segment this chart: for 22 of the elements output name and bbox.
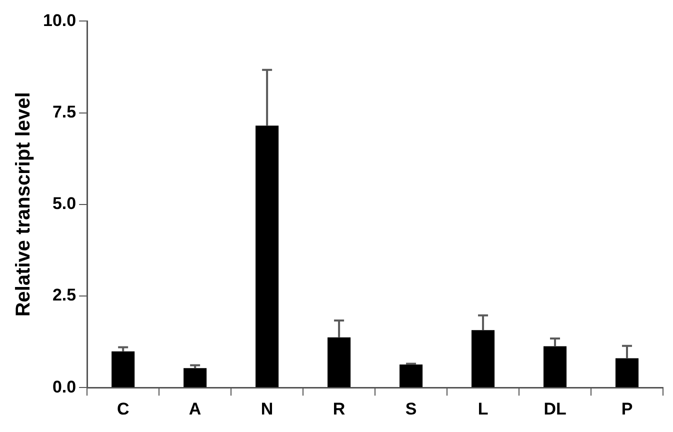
x-tick-label: S (405, 399, 417, 418)
y-tick-label: 0.0 (52, 377, 76, 396)
x-tick-label: R (332, 399, 346, 418)
bar (472, 330, 495, 388)
y-tick-label: 7.5 (52, 102, 76, 122)
bar (328, 337, 351, 388)
bar (615, 358, 639, 388)
x-tick-label: N (260, 399, 274, 418)
x-tick-label: A (188, 399, 202, 418)
y-tick-label: 2.5 (52, 286, 76, 305)
x-tick-label: DL (544, 399, 566, 418)
bar (112, 351, 135, 388)
bar (184, 368, 207, 388)
bar (400, 364, 423, 388)
bar (544, 346, 567, 388)
y-axis-title: Relative transcript level (12, 92, 35, 317)
x-tick-label: C (116, 399, 130, 418)
x-tick-label: L (478, 399, 488, 418)
bar (256, 126, 279, 388)
y-tick-label: 10.0 (42, 10, 76, 30)
x-tick-label: P (621, 399, 633, 418)
y-tick-label: 5.0 (52, 194, 76, 214)
